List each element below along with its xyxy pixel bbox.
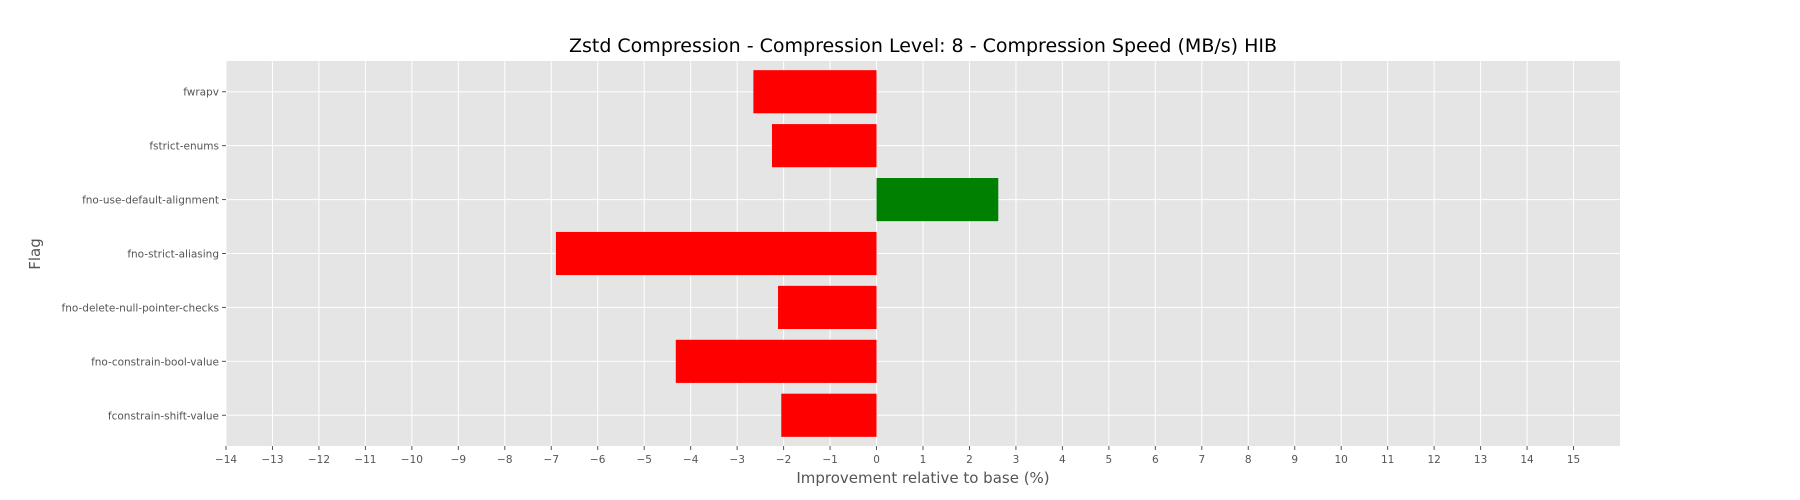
x-tick-label: 11 bbox=[1381, 454, 1394, 466]
y-category-label: fno-constrain-bool-value bbox=[91, 356, 219, 368]
x-tick-label: 4 bbox=[1059, 454, 1066, 466]
x-tick-label: −13 bbox=[261, 454, 283, 466]
y-category-label: fstrict-enums bbox=[149, 141, 219, 153]
x-tick-label: 8 bbox=[1245, 454, 1252, 466]
bar-fstrict-enums bbox=[771, 124, 877, 168]
x-tick-label: −5 bbox=[636, 454, 651, 466]
x-tick-label: 15 bbox=[1567, 454, 1580, 466]
x-tick-label: 13 bbox=[1474, 454, 1487, 466]
x-tick-label: −12 bbox=[308, 454, 330, 466]
x-tick-label: 6 bbox=[1152, 454, 1159, 466]
bar-fwrapv bbox=[753, 70, 877, 114]
x-tick-label: −6 bbox=[590, 454, 606, 466]
x-axis-label: Improvement relative to base (%) bbox=[796, 469, 1049, 487]
x-tick-label: −9 bbox=[451, 454, 466, 466]
y-category-label: fno-use-default-alignment bbox=[82, 195, 219, 207]
y-axis-label: Flag bbox=[26, 238, 44, 270]
x-tick-label: −8 bbox=[497, 454, 512, 466]
x-tick-label: 2 bbox=[966, 454, 973, 466]
y-category-label: fno-strict-aliasing bbox=[127, 249, 219, 261]
x-tick-label: −7 bbox=[544, 454, 559, 466]
x-tick-label: 14 bbox=[1520, 454, 1534, 466]
bar-fno-strict-aliasing bbox=[555, 231, 877, 276]
bar-fno-delete-null-pointer-checks bbox=[778, 285, 877, 329]
x-tick-label: −10 bbox=[401, 454, 423, 466]
x-tick-label: −2 bbox=[776, 454, 791, 466]
x-tick-label: 0 bbox=[873, 454, 880, 466]
x-tick-label: −11 bbox=[354, 454, 376, 466]
x-tick-label: 1 bbox=[920, 454, 927, 466]
chart-title: Zstd Compression - Compression Level: 8 … bbox=[569, 35, 1277, 57]
x-tick-label: −3 bbox=[729, 454, 744, 466]
y-ticks: fwrapv fstrict-enums fno-use-default-align… bbox=[62, 87, 226, 422]
bar-fconstrain-shift-value bbox=[781, 393, 877, 437]
x-tick-label: 7 bbox=[1198, 454, 1205, 466]
bars bbox=[555, 70, 999, 437]
x-tick-label: 5 bbox=[1106, 454, 1113, 466]
y-category-label: fno-delete-null-pointer-checks bbox=[62, 302, 219, 314]
y-category-label: fconstrain-shift-value bbox=[108, 410, 219, 422]
bar-fno-use-default-alignment bbox=[876, 178, 999, 222]
x-tick-label: 10 bbox=[1335, 454, 1348, 466]
x-tick-label: 9 bbox=[1291, 454, 1298, 466]
bar-fno-constrain-bool-value bbox=[675, 339, 877, 383]
y-category-label: fwrapv bbox=[183, 87, 219, 99]
x-tick-label: 3 bbox=[1013, 454, 1020, 466]
x-tick-label: −14 bbox=[215, 454, 237, 466]
x-tick-label: −1 bbox=[822, 454, 837, 466]
x-tick-label: 12 bbox=[1427, 454, 1440, 466]
x-tick-label: −4 bbox=[683, 454, 699, 466]
x-ticks: −14 −13 −12 −11 −10 −9 −8 −7 −6 −5 −4 −3 −2 −1 0 1 2 3 4 5 6… bbox=[215, 446, 1580, 466]
